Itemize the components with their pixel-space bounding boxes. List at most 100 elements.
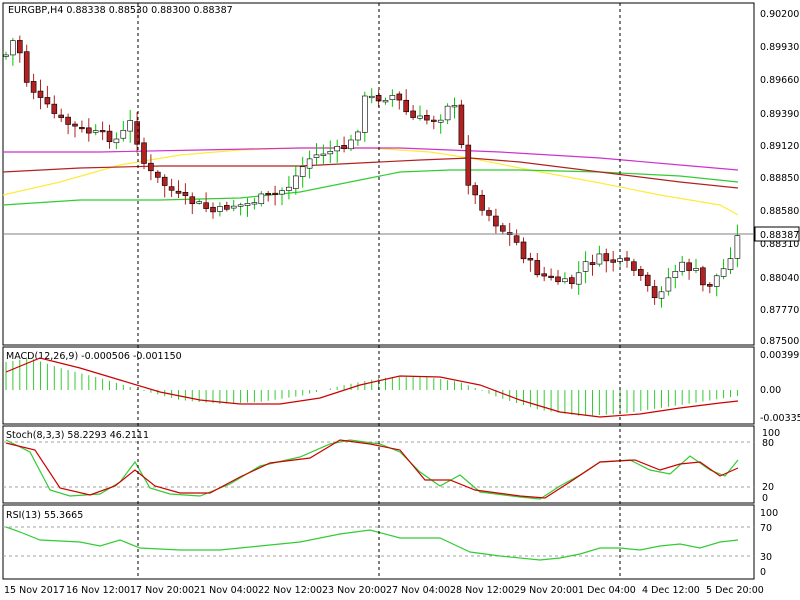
candle-body bbox=[486, 210, 492, 216]
price-label: 0.89120 bbox=[760, 141, 799, 152]
candle-body bbox=[306, 158, 313, 169]
candle-body bbox=[520, 241, 527, 260]
stoch-level: 80 bbox=[762, 438, 774, 449]
price-label: 0.89930 bbox=[760, 42, 799, 53]
candle-body bbox=[168, 186, 175, 191]
candle-body bbox=[596, 253, 603, 265]
macd-level: 0.003999 bbox=[760, 350, 800, 361]
candle-body bbox=[16, 40, 23, 54]
candle-body bbox=[430, 119, 437, 122]
candle-body bbox=[106, 130, 113, 143]
candle-body bbox=[548, 275, 554, 278]
price-label: 0.89660 bbox=[760, 75, 799, 86]
macd-level: 0.00 bbox=[760, 385, 781, 396]
candle-body bbox=[382, 100, 389, 103]
candle-body bbox=[437, 119, 444, 123]
rsi-line bbox=[5, 526, 739, 561]
candle-body bbox=[161, 176, 168, 186]
candle-body bbox=[141, 142, 147, 164]
candle-body bbox=[589, 262, 596, 265]
candle-body bbox=[292, 175, 299, 189]
candle-body bbox=[368, 95, 375, 99]
candle-body bbox=[272, 192, 278, 195]
candle-body bbox=[693, 268, 699, 271]
candle-body bbox=[182, 191, 189, 196]
candle-body bbox=[113, 138, 120, 144]
candle-body bbox=[58, 114, 65, 118]
ma-slow-line bbox=[2, 157, 739, 189]
candle-body bbox=[637, 269, 644, 276]
time-label: 16 Nov 12:00 bbox=[66, 585, 130, 596]
candle-body bbox=[196, 201, 202, 204]
macd-panel: MACD(12,26,9) -0.000506 -0.001150 0.0039… bbox=[2, 346, 800, 425]
time-label: 28 Nov 12:00 bbox=[450, 585, 514, 596]
candle-body bbox=[624, 257, 630, 261]
candle-body bbox=[313, 154, 320, 158]
symbol-label: EURGBP,H4 bbox=[8, 5, 63, 16]
time-label: 15 Nov 2017 bbox=[4, 585, 65, 596]
candle-body bbox=[658, 291, 665, 299]
ma-long-line bbox=[3, 147, 739, 171]
candle-body bbox=[479, 194, 485, 211]
price-label: 0.88310 bbox=[760, 239, 799, 250]
candle-body bbox=[499, 225, 506, 232]
candle-body bbox=[51, 103, 58, 114]
candle-body bbox=[237, 204, 244, 207]
candle-body bbox=[679, 261, 686, 272]
candle-body bbox=[189, 196, 196, 205]
low-value: 0.88300 bbox=[151, 5, 190, 16]
candle-body bbox=[610, 259, 617, 263]
candle-body bbox=[286, 186, 292, 191]
candle-body bbox=[175, 190, 182, 194]
candle-body bbox=[700, 267, 706, 286]
candle-body bbox=[299, 166, 306, 177]
price-axis: 0.90200 0.89930 0.89660 0.89390 0.89120 … bbox=[760, 9, 799, 347]
candle-body bbox=[568, 277, 575, 284]
price-label: 0.88850 bbox=[760, 173, 799, 184]
time-axis: 15 Nov 2017 16 Nov 12:00 17 Nov 20:00 21… bbox=[4, 585, 764, 596]
candle-body bbox=[23, 51, 30, 83]
time-label: 1 Dec 04:00 bbox=[578, 585, 636, 596]
time-label: 21 Nov 04:00 bbox=[194, 585, 258, 596]
rsi-level: 70 bbox=[760, 523, 772, 534]
candle-body bbox=[727, 258, 734, 270]
moving-averages bbox=[2, 147, 739, 216]
candle-body bbox=[417, 115, 423, 119]
candle-body bbox=[251, 202, 258, 205]
candle-body bbox=[127, 120, 133, 132]
candle-body bbox=[86, 127, 92, 134]
current-price-box bbox=[754, 226, 800, 242]
candle-body bbox=[403, 99, 410, 113]
time-label: 22 Nov 12:00 bbox=[258, 585, 322, 596]
candle-body bbox=[79, 127, 85, 130]
candles bbox=[3, 35, 741, 308]
main-title: EURGBP,H4 0.88338 0.88530 0.88300 0.8838… bbox=[8, 5, 233, 16]
stoch-level: 20 bbox=[762, 482, 774, 493]
time-label: 23 Nov 20:00 bbox=[322, 585, 386, 596]
candle-body bbox=[527, 258, 534, 261]
candle-body bbox=[120, 130, 127, 139]
candle-body bbox=[258, 193, 265, 205]
current-price-label: 0.88387 bbox=[760, 230, 799, 241]
stoch-d-line bbox=[5, 439, 739, 499]
time-label: 29 Nov 20:00 bbox=[514, 585, 578, 596]
candle-body bbox=[203, 202, 209, 209]
candle-body bbox=[3, 54, 9, 57]
rsi-level: 30 bbox=[760, 552, 772, 563]
candle-body bbox=[672, 271, 679, 278]
stochastic-panel: Stoch(8,3,3) 58.2293 46.2111 100 80 20 0 bbox=[2, 425, 780, 504]
candle-body bbox=[713, 275, 720, 287]
candle-body bbox=[148, 162, 154, 172]
candle-body bbox=[244, 203, 251, 206]
candle-body bbox=[562, 278, 568, 283]
close-value: 0.88387 bbox=[193, 5, 232, 16]
stoch-k-line bbox=[5, 439, 739, 500]
rsi-level: 100 bbox=[760, 508, 778, 519]
time-label: 27 Nov 04:00 bbox=[386, 585, 450, 596]
candle-body bbox=[686, 262, 692, 271]
candle-body bbox=[65, 116, 71, 125]
candle-body bbox=[603, 253, 610, 262]
candle-body bbox=[472, 185, 479, 196]
